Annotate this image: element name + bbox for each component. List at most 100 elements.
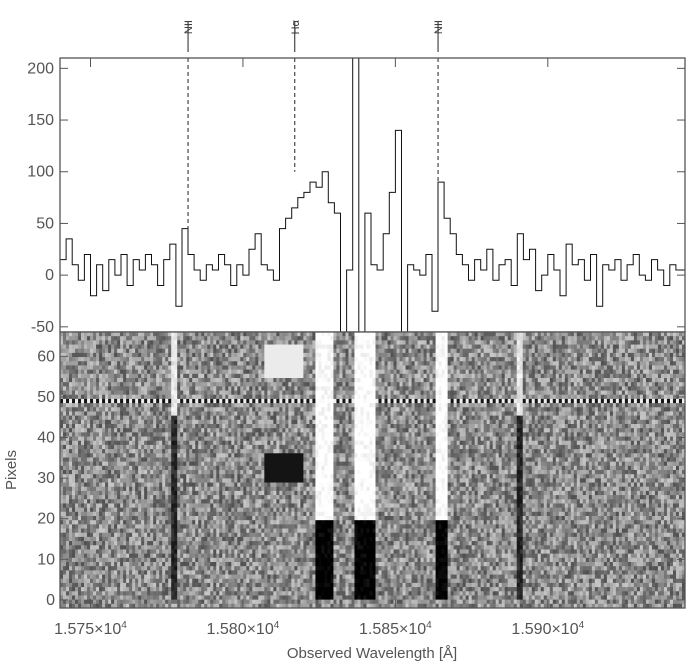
heatmap-cell [93,374,96,379]
heatmap-cell [508,407,511,412]
heatmap-cell [379,336,382,341]
heatmap-cell [300,391,303,396]
heatmap-cell [99,399,102,404]
heatmap-cell [577,340,580,345]
heatmap-cell [84,386,87,391]
heatmap-cell [234,428,237,433]
heatmap-cell [595,349,598,354]
heatmap-cell [406,336,409,341]
heatmap-cell [571,357,574,362]
heatmap-cell [270,353,273,358]
heatmap-cell [598,407,601,412]
heatmap-cell [123,332,126,337]
heatmap-cell [81,365,84,370]
heatmap-cell [535,349,538,354]
heatmap-cell [120,349,123,354]
heatmap-cell [210,345,213,350]
heatmap-cell [186,340,189,345]
heatmap-cell [451,332,454,337]
heatmap-cell [330,336,333,341]
heatmap-cell [526,403,529,408]
heatmap-cell [255,370,258,375]
heatmap-cell [655,365,658,370]
heatmap-cell [577,353,580,358]
heatmap-cell [63,374,66,379]
heatmap-cell [366,349,369,354]
heatmap-cell [574,395,577,400]
heatmap-cell [276,395,279,400]
heatmap-cell [357,370,360,375]
heatmap-cell [273,345,276,350]
heatmap-cell [312,365,315,370]
heatmap-cell [604,411,607,416]
heatmap-cell [255,336,258,341]
heatmap-cell [472,336,475,341]
heatmap-cell [421,395,424,400]
heatmap-cell [111,365,114,370]
heatmap-cell [667,349,670,354]
heatmap-cell [646,382,649,387]
heatmap-cell [487,416,490,421]
heatmap-cell [520,361,523,366]
heatmap-cell [108,345,111,350]
heatmap-cell [649,378,652,383]
heatmap-cell [385,332,388,337]
heatmap-cell [294,345,297,350]
heatmap-cell [373,357,376,362]
heatmap-cell [96,416,99,421]
heatmap-cell [481,357,484,362]
heatmap-cell [631,399,634,404]
heatmap-cell [240,340,243,345]
heatmap-cell [351,340,354,345]
heatmap-cell [72,332,75,337]
heatmap-cell [598,345,601,350]
heatmap-cell [345,403,348,408]
heatmap-cell [102,407,105,412]
heatmap-cell [532,378,535,383]
heatmap-cell [72,403,75,408]
heatmap-cell [658,361,661,366]
heatmap-cell [135,395,138,400]
heatmap-cell [541,374,544,379]
heatmap-cell [333,399,336,404]
heatmap-cell [327,403,330,408]
heatmap-cell [484,336,487,341]
heatmap-cell [336,365,339,370]
heatmap-cell [673,336,676,341]
heatmap-cell [225,399,228,404]
heatmap-cell [487,407,490,412]
heatmap-cell [363,370,366,375]
heatmap-cell [550,391,553,396]
heatmap-cell [595,391,598,396]
heatmap-cell [192,386,195,391]
heatmap-cell [165,424,168,429]
heatmap-cell [252,370,255,375]
heatmap-cell [532,349,535,354]
heatmap-cell [234,374,237,379]
heatmap-cell [357,407,360,412]
heatmap-cell [469,349,472,354]
heatmap-cell [427,345,430,350]
heatmap-cell [132,332,135,337]
heatmap-cell [126,403,129,408]
heatmap-cell [436,340,439,345]
heatmap-cell [460,345,463,350]
heatmap-cell [397,365,400,370]
heatmap-cell [370,416,373,421]
heatmap-cell [99,357,102,362]
heatmap-cell [676,378,679,383]
heatmap-cell [225,391,228,396]
heatmap-cell [258,345,261,350]
heatmap-cell [592,378,595,383]
heatmap-cell [156,357,159,362]
heatmap-cell [288,424,291,429]
heatmap-cell [330,353,333,358]
heatmap-cell [646,332,649,337]
heatmap-cell [96,399,99,404]
heatmap-cell [219,357,222,362]
heatmap-cell [99,424,102,429]
heatmap-cell [481,407,484,412]
heatmap-cell [676,332,679,337]
heatmap-cell [240,332,243,337]
heatmap-cell [496,391,499,396]
